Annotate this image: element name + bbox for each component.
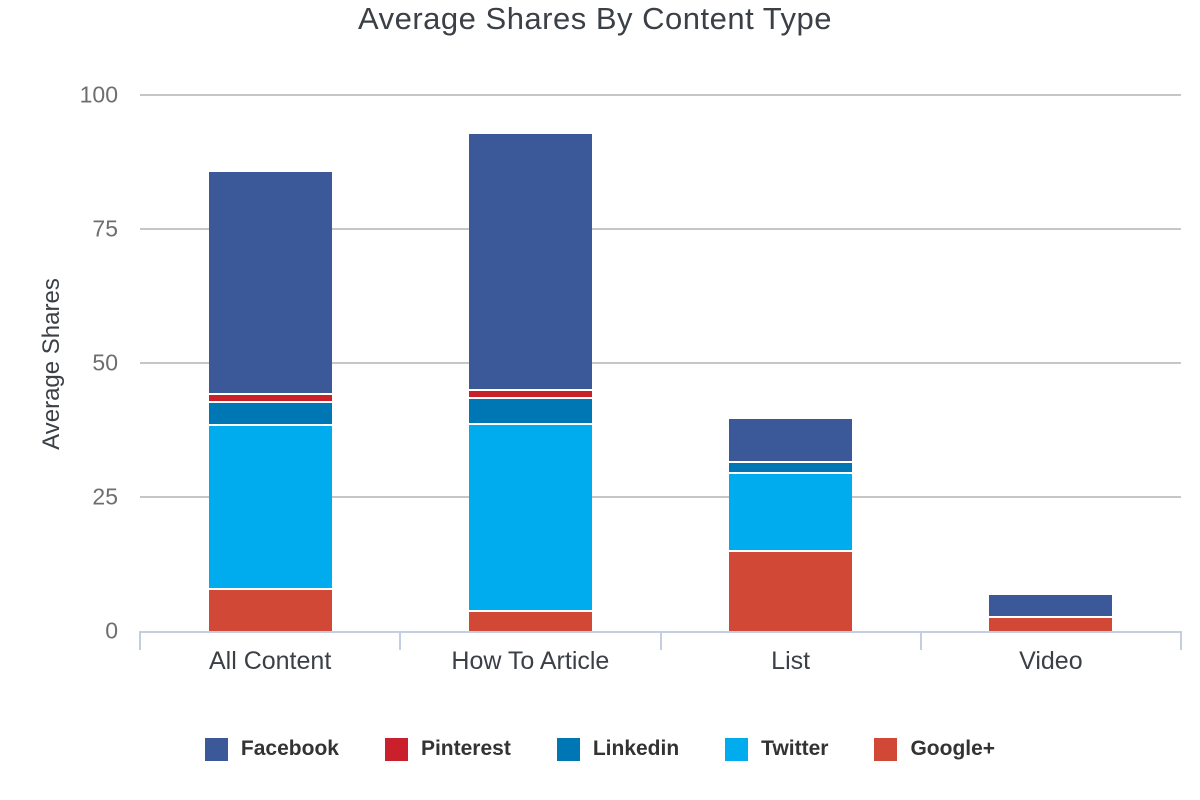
x-category-label-1: All Content — [208, 647, 332, 675]
bar-list — [729, 419, 853, 631]
y-tick-label-100: 100 — [79, 81, 118, 108]
legend-swatch-icon — [204, 737, 228, 761]
gridline-75 — [140, 228, 1181, 230]
segment-facebook-4[interactable] — [989, 594, 1113, 619]
bar-all-content — [208, 172, 332, 631]
bar-how-to-article — [468, 133, 592, 631]
legend-label: Google+ — [910, 737, 996, 760]
segment-linkedin-2[interactable] — [468, 398, 592, 425]
legend-label: Twitter — [761, 737, 829, 760]
segment-linkedin-1[interactable] — [208, 402, 332, 427]
legend-swatch-icon — [725, 737, 749, 761]
legend-item-twitter[interactable]: Twitter — [725, 737, 828, 761]
legend: Facebook Pinterest Linkedin Twitter Google+ — [0, 737, 1200, 761]
plot-area: 0 25 50 75 100 All Content How To Article List V… — [80, 82, 1182, 675]
segment-googleplus-2[interactable] — [468, 612, 592, 631]
legend-item-googleplus[interactable]: Google+ — [874, 737, 995, 761]
segment-googleplus-4[interactable] — [989, 618, 1113, 631]
gridline-25 — [140, 496, 1181, 498]
x-category-label-4: Video — [1019, 647, 1083, 675]
legend-label: Linkedin — [592, 737, 680, 760]
segment-twitter-1[interactable] — [208, 426, 332, 590]
segment-pinterest-1[interactable] — [208, 395, 332, 403]
x-axis-tick — [919, 631, 922, 650]
x-category-label-2: How To Article — [451, 647, 610, 675]
x-axis-tick — [659, 631, 662, 650]
segment-linkedin-3[interactable] — [729, 463, 853, 474]
gridline-100 — [140, 94, 1181, 96]
legend-label: Facebook — [240, 737, 339, 760]
legend-swatch-icon — [874, 737, 898, 761]
y-tick-label-75: 75 — [92, 215, 118, 242]
segment-pinterest-2[interactable] — [468, 390, 592, 399]
segment-facebook-3[interactable] — [729, 419, 853, 464]
y-tick-label-0: 0 — [105, 617, 118, 644]
segment-twitter-2[interactable] — [468, 424, 592, 613]
segment-facebook-1[interactable] — [208, 172, 332, 396]
chart-title: Average Shares By Content Type — [358, 1, 832, 36]
segment-twitter-3[interactable] — [729, 473, 853, 552]
x-axis-tick — [399, 631, 402, 650]
y-axis-title: Average Shares — [38, 278, 65, 450]
x-axis-tick — [1180, 631, 1182, 650]
legend-swatch-icon — [384, 737, 408, 761]
legend-label: Pinterest — [420, 737, 511, 760]
segment-googleplus-1[interactable] — [208, 589, 332, 631]
y-tick-label-50: 50 — [92, 349, 118, 376]
x-axis-tick — [139, 631, 141, 650]
legend-item-linkedin[interactable]: Linkedin — [556, 737, 680, 761]
segment-facebook-2[interactable] — [468, 133, 592, 391]
gridline-50 — [140, 362, 1181, 364]
y-tick-label-25: 25 — [92, 483, 118, 510]
bar-video — [989, 594, 1113, 631]
x-category-label-3: List — [771, 647, 811, 675]
segment-googleplus-3[interactable] — [729, 551, 853, 631]
legend-item-pinterest[interactable]: Pinterest — [384, 737, 511, 761]
legend-swatch-icon — [556, 737, 580, 761]
legend-item-facebook[interactable]: Facebook — [204, 737, 339, 761]
